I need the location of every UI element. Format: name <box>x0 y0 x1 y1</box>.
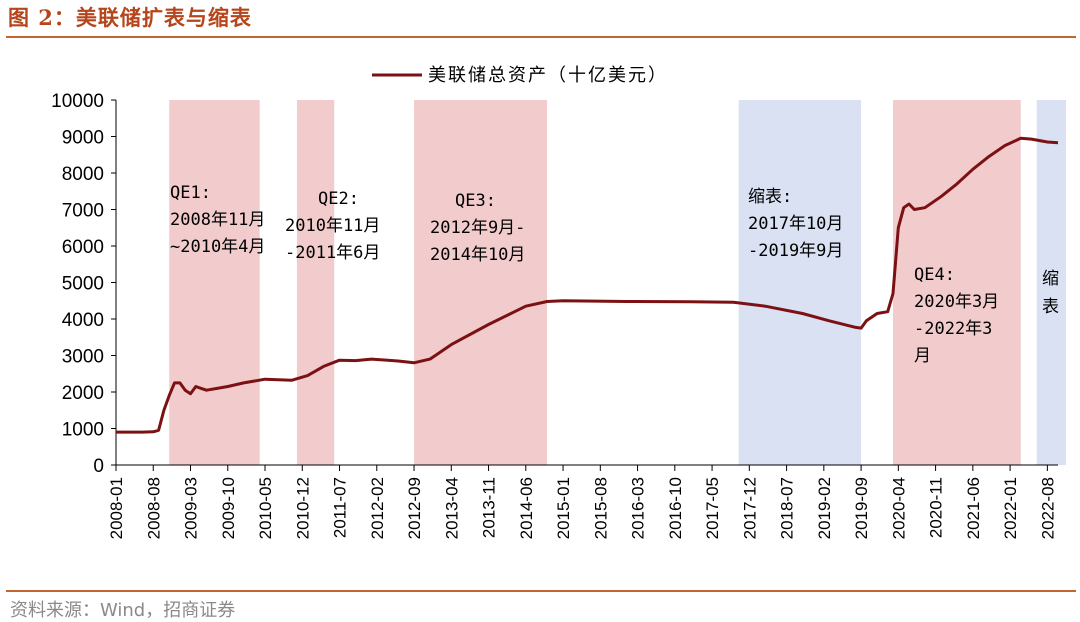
x-tick-label: 2009-10 <box>219 477 238 539</box>
band-taper2 <box>1036 100 1066 465</box>
x-tick-label: 2017-05 <box>703 477 722 539</box>
y-tick-label: 7000 <box>62 201 104 222</box>
x-tick-label: 2012-09 <box>405 477 424 539</box>
line-layer <box>116 136 1059 434</box>
y-tick-label: 2000 <box>62 383 104 404</box>
x-tick-label: 2017-12 <box>740 477 759 539</box>
band-label-taper2: 表 <box>1042 297 1059 317</box>
y-tick-label: 0 <box>93 456 104 477</box>
figure-title: 图 2：美联储扩表与缩表 <box>8 5 252 30</box>
axes-layer: 0 1000 2000 3000 4000 5000 6000 7000 8000 9000 100… <box>51 91 1058 539</box>
x-tick-label: 2022-08 <box>1038 477 1057 539</box>
band-label-taper1: -2019年9月 <box>748 241 843 261</box>
band-qe2 <box>296 100 335 465</box>
band-label-taper2: 缩 <box>1042 269 1059 289</box>
x-tick-label: 2010-05 <box>256 477 275 539</box>
x-tick-label: 2019-02 <box>815 477 834 539</box>
x-tick-label: 2014-06 <box>517 477 536 539</box>
x-tick-label: 2008-01 <box>107 477 126 539</box>
bands-layer <box>169 100 1066 465</box>
band-qe1 <box>169 100 260 465</box>
legend: 美联储总资产（十亿美元） <box>372 65 668 86</box>
band-label-qe4: -2022年3 <box>914 319 992 339</box>
y-tick-label: 1000 <box>62 420 104 441</box>
x-tick-label: 2020-11 <box>927 477 946 538</box>
band-label-qe4: 月 <box>914 346 931 366</box>
series-line-0 <box>116 136 1059 434</box>
band-label-qe2: 2010年11月 <box>285 216 380 236</box>
x-tick-label: 2012-02 <box>368 477 387 539</box>
x-tick-label: 2008-08 <box>144 477 163 539</box>
x-tick-label: 2020-04 <box>889 477 908 539</box>
band-label-taper1: 缩表: <box>748 187 792 207</box>
band-label-taper1: 2017年10月 <box>748 214 843 234</box>
footer-divider <box>6 590 1076 592</box>
band-label-qe3: 2014年10月 <box>430 245 525 265</box>
title-divider <box>6 36 1076 38</box>
legend-label: 美联储总资产（十亿美元） <box>428 65 668 86</box>
balance-sheet-chart: 0 1000 2000 3000 4000 5000 6000 7000 8000 9000 100… <box>51 65 1066 539</box>
x-tick-label: 2015-01 <box>554 477 573 539</box>
y-tick-label: 6000 <box>62 237 104 258</box>
band-label-qe1: 2008年11月 <box>170 210 265 230</box>
band-qe4 <box>893 100 1021 465</box>
band-taper1 <box>738 100 862 465</box>
band-label-qe1: ~2010年4月 <box>170 237 265 257</box>
x-tick-label: 2021-06 <box>964 477 983 539</box>
x-tick-label: 2019-09 <box>852 477 871 539</box>
band-label-qe1: QE1: <box>170 183 211 203</box>
x-tick-label: 2013-04 <box>442 477 461 539</box>
y-tick-label: 4000 <box>62 310 104 331</box>
x-tick-label: 2015-08 <box>591 477 610 539</box>
x-tick-label: 2016-03 <box>629 477 648 539</box>
band-label-qe2: QE2: <box>318 189 359 209</box>
x-tick-label: 2010-12 <box>293 477 312 539</box>
band-label-qe2: -2011年6月 <box>285 243 380 263</box>
band-label-qe3: QE3: <box>455 191 496 211</box>
x-tick-label: 2022-01 <box>1001 477 1020 539</box>
y-tick-label: 5000 <box>62 274 104 295</box>
y-tick-label: 8000 <box>62 164 104 185</box>
x-tick-label: 2009-03 <box>182 477 201 539</box>
x-tick-label: 2011-07 <box>331 477 350 538</box>
x-tick-label: 2016-10 <box>666 477 685 539</box>
band-label-qe3: 2012年9月- <box>430 218 525 238</box>
band-label-qe4: QE4: <box>914 265 955 285</box>
x-tick-label: 2013-11 <box>480 477 499 538</box>
y-tick-label: 3000 <box>62 347 104 368</box>
band-qe3 <box>414 100 548 465</box>
band-label-qe4: 2020年3月 <box>914 292 999 312</box>
y-tick-label: 10000 <box>51 91 104 112</box>
x-tick-label: 2018-07 <box>778 477 797 539</box>
labels-layer: QE1: 2008年11月 ~2010年4月 QE2: 2010年11月 -2011年6月… <box>170 183 1059 366</box>
y-tick-label: 9000 <box>62 128 104 149</box>
source-note: 资料来源：Wind，招商证券 <box>10 600 236 621</box>
